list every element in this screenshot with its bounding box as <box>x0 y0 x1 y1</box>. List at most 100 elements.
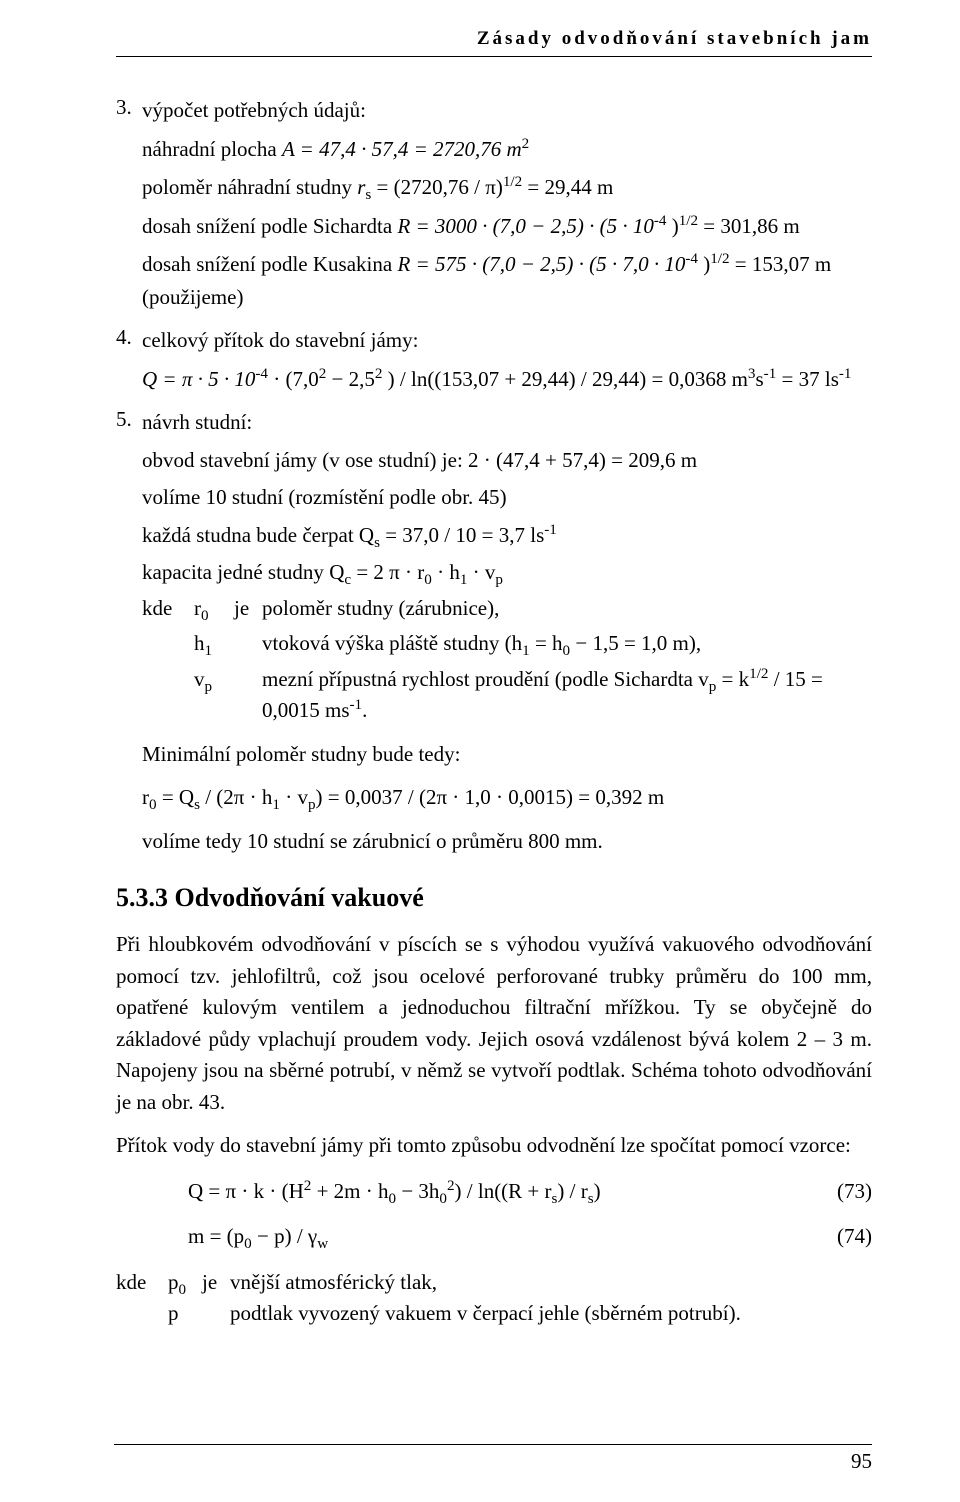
body-line: volíme tedy 10 studní se zárubnicí o prů… <box>142 826 872 858</box>
sub: p <box>495 572 503 588</box>
text: = (2720,76 / π) <box>377 175 503 199</box>
equation: m = (p0 − p) / γw <box>188 1221 812 1253</box>
formula-line: dosah snížení podle Sichardta R = 3000 ·… <box>142 210 872 243</box>
text: = 29,44 m <box>527 175 613 199</box>
where-text: podtlak vyvozený vakuem v čerpací jehle … <box>230 1298 872 1330</box>
var: p0 <box>168 1267 202 1299</box>
sup: 1/2 <box>679 213 698 229</box>
paragraph: Přítok vody do stavební jámy při tomto z… <box>116 1130 872 1162</box>
equation-number: (73) <box>812 1176 872 1208</box>
where-text: vtoková výška pláště studny (h1 = h0 − 1… <box>262 628 872 660</box>
where-label: kde <box>142 593 194 625</box>
sup: -4 <box>255 366 268 382</box>
paragraph: Při hloubkovém odvodňování v píscích se … <box>116 929 872 1118</box>
item-lead: výpočet potřebných údajů: <box>142 95 366 127</box>
text: = 37 ls <box>782 367 839 391</box>
sub: s <box>374 535 380 551</box>
equation: A = 47,4 · 57,4 = 2720,76 m <box>282 137 522 161</box>
sub: 0 <box>424 572 432 588</box>
sup: 2 <box>319 366 327 382</box>
text: kapacita jedné studny <box>142 560 329 584</box>
sub: 1 <box>460 572 468 588</box>
equation: R = 575 · (7,0 − 2,5) · (5 · 7,0 · 10 <box>397 252 685 276</box>
text: náhradní plocha <box>142 137 282 161</box>
page: Zásady odvodňování stavebních jam 3. výp… <box>0 0 960 1502</box>
text: dosah snížení podle Sichardta <box>142 214 397 238</box>
formula-line: poloměr náhradní studny rs = (2720,76 / … <box>142 171 872 204</box>
where-label: kde <box>116 1267 168 1299</box>
text: ) <box>500 485 507 509</box>
var: h1 <box>194 628 234 660</box>
where-text: vnější atmosférický tlak, <box>230 1267 872 1299</box>
text: · <box>473 560 485 584</box>
text: · <box>437 560 449 584</box>
fig-ref: obr. 43 <box>161 1090 219 1114</box>
text: − 2,5 <box>332 367 375 391</box>
list-item-5: 5. návrh studní: <box>116 407 872 439</box>
var: r0 <box>194 593 234 625</box>
sup: -4 <box>654 213 667 229</box>
text: . <box>220 1090 225 1114</box>
running-header: Zásady odvodňování stavebních jam <box>116 28 872 57</box>
where-text: poloměr studny (zárubnice), <box>262 593 872 625</box>
text: poloměr náhradní studny <box>142 175 357 199</box>
sup: 1/2 <box>503 174 522 190</box>
where-row: kde r0 je poloměr studny (zárubnice), <box>142 593 872 625</box>
body-line: Minimální poloměr studny bude tedy: <box>142 739 872 771</box>
where-row: h1 vtoková výška pláště studny (h1 = h0 … <box>142 628 872 660</box>
list-item-4: 4. celkový přítok do stavební jámy: <box>116 325 872 357</box>
item-marker: 3. <box>116 95 142 120</box>
text: dosah snížení podle Kusakina <box>142 252 397 276</box>
text: = 301,86 m <box>703 214 799 238</box>
text: každá studna bude čerpat <box>142 523 359 547</box>
body-line: každá studna bude čerpat Qs = 37,0 / 10 … <box>142 520 872 552</box>
sup: -1 <box>544 522 557 538</box>
sup: 2 <box>522 136 530 152</box>
where-row: p podtlak vyvozený vakuem v čerpací jehl… <box>116 1298 872 1330</box>
var: Q <box>359 523 374 547</box>
item-marker: 5. <box>116 407 142 432</box>
where-row: kde p0 je vnější atmosférický tlak, <box>116 1267 872 1299</box>
sub: c <box>344 572 351 588</box>
text: s <box>755 367 763 391</box>
sup: -1 <box>764 366 777 382</box>
var: h <box>449 560 460 584</box>
equation: Q = π · 5 · 10 <box>142 367 255 391</box>
sup: -4 <box>685 251 698 267</box>
formula-line: r0 = Qs / (2π · h1 · vp) = 0,0037 / (2π … <box>142 782 872 814</box>
var: vp <box>194 664 234 727</box>
item-lead: návrh studní: <box>142 407 252 439</box>
text: ) / ln((153,07 + 29,44) / 29,44) = 0,036… <box>388 367 748 391</box>
equation-row: Q = π · k · (H2 + 2m · h0 − 3h02) / ln((… <box>116 1176 872 1208</box>
text: ) <box>672 214 679 238</box>
list-item-3: 3. výpočet potřebných údajů: <box>116 95 872 127</box>
var: v <box>485 560 496 584</box>
where-text: mezní přípustná rychlost proudění (podle… <box>262 664 872 727</box>
text: = 37,0 / 10 = 3,7 ls <box>385 523 544 547</box>
item-lead: celkový přítok do stavební jámy: <box>142 325 418 357</box>
sup: 2 <box>375 366 383 382</box>
body-line: kapacita jedné studny Qc = 2 π · r0 · h1… <box>142 557 872 589</box>
item-marker: 4. <box>116 325 142 350</box>
formula-line: náhradní plocha A = 47,4 · 57,4 = 2720,7… <box>142 133 872 166</box>
equation: R = 3000 · (7,0 − 2,5) · (5 · 10 <box>397 214 653 238</box>
sup: 1/2 <box>710 251 729 267</box>
var: p <box>168 1298 202 1330</box>
var: Q <box>329 560 344 584</box>
body-line: obvod stavební jámy (v ose studní) je: 2… <box>142 445 872 477</box>
sup: -1 <box>839 366 852 382</box>
formula-line: Q = π · 5 · 10-4 · (7,02 − 2,52 ) / ln((… <box>142 363 872 396</box>
sub: s <box>365 187 371 203</box>
where-row: vp mezní přípustná rychlost proudění (po… <box>142 664 872 727</box>
text: = 2 π · <box>356 560 417 584</box>
text: · (7,0 <box>273 367 319 391</box>
section-heading: 5.3.3 Odvodňování vakuové <box>116 883 872 913</box>
text: volíme 10 studní (rozmístění podle <box>142 485 441 509</box>
where-je: je <box>202 1267 230 1299</box>
formula-line: dosah snížení podle Kusakina R = 575 · (… <box>142 248 872 313</box>
fig-ref: obr. 45 <box>441 485 499 509</box>
text: Při hloubkovém odvodňování v píscích se … <box>116 932 872 1114</box>
equation-row: m = (p0 − p) / γw (74) <box>116 1221 872 1253</box>
equation: Q = π · k · (H2 + 2m · h0 − 3h02) / ln((… <box>188 1176 812 1208</box>
equation-number: (74) <box>812 1221 872 1253</box>
